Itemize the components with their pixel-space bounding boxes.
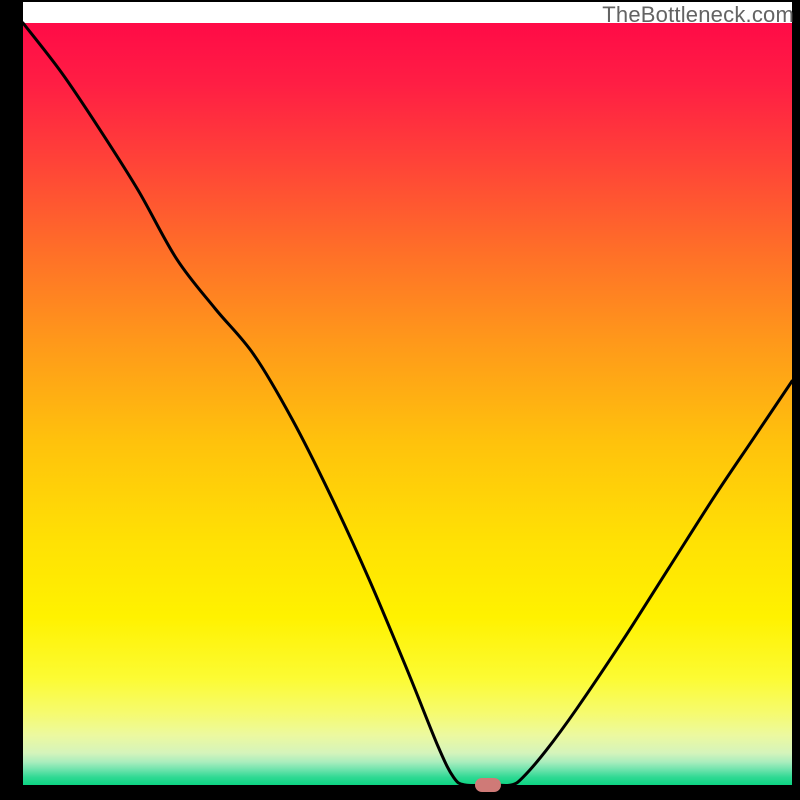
optimal-point-marker [475, 778, 501, 792]
axis-bottom-bar [0, 785, 800, 800]
bottleneck-chart [0, 0, 800, 800]
chart-frame: TheBottleneck.com [0, 0, 800, 800]
border-right [792, 0, 800, 800]
watermark-text: TheBottleneck.com [602, 2, 794, 28]
axis-left-bar [0, 0, 23, 800]
